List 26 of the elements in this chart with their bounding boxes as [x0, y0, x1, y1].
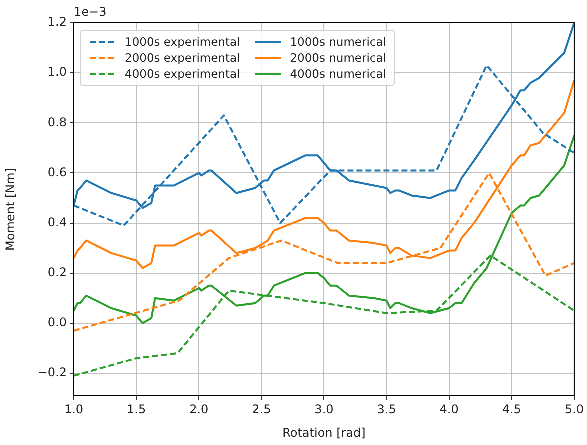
y-tick-label: 1.0 [48, 65, 67, 80]
y-tick-label: 0.2 [48, 265, 67, 280]
y-tick-label: 0.0 [48, 316, 67, 330]
x-axis-title: Rotation [rad] [282, 426, 366, 440]
x-tick-label: 3.5 [377, 402, 396, 416]
legend-label: 4000s numerical [290, 67, 386, 81]
legend-label: 2000s experimental [125, 51, 240, 65]
x-tick-label: 3.0 [314, 402, 334, 416]
x-tick-label: 4.5 [502, 402, 522, 416]
y-tick-label: 1.2 [48, 15, 67, 30]
x-tick-label: 2.0 [190, 402, 209, 416]
x-tick-label: 2.5 [252, 402, 272, 416]
y-axis-title: Moment [Nm] [3, 168, 18, 251]
y-tick-label: 0.4 [48, 215, 67, 230]
y-tick-label: 0.8 [48, 115, 67, 130]
legend-label: 1000s experimental [125, 35, 240, 49]
x-tick-label: 4.0 [440, 402, 459, 416]
text: 1e−3 [74, 5, 107, 20]
y-tick-label: −0.2 [38, 366, 67, 380]
x-tick-label: 1.0 [64, 402, 84, 416]
y-tick-label: 0.6 [48, 165, 67, 180]
legend-label: 2000s numerical [290, 51, 386, 65]
legend-label: 4000s experimental [125, 67, 240, 81]
x-tick-label: 1.5 [127, 402, 146, 416]
legend-label: 1000s numerical [290, 35, 386, 49]
x-tick-label: 5.0 [564, 402, 584, 416]
